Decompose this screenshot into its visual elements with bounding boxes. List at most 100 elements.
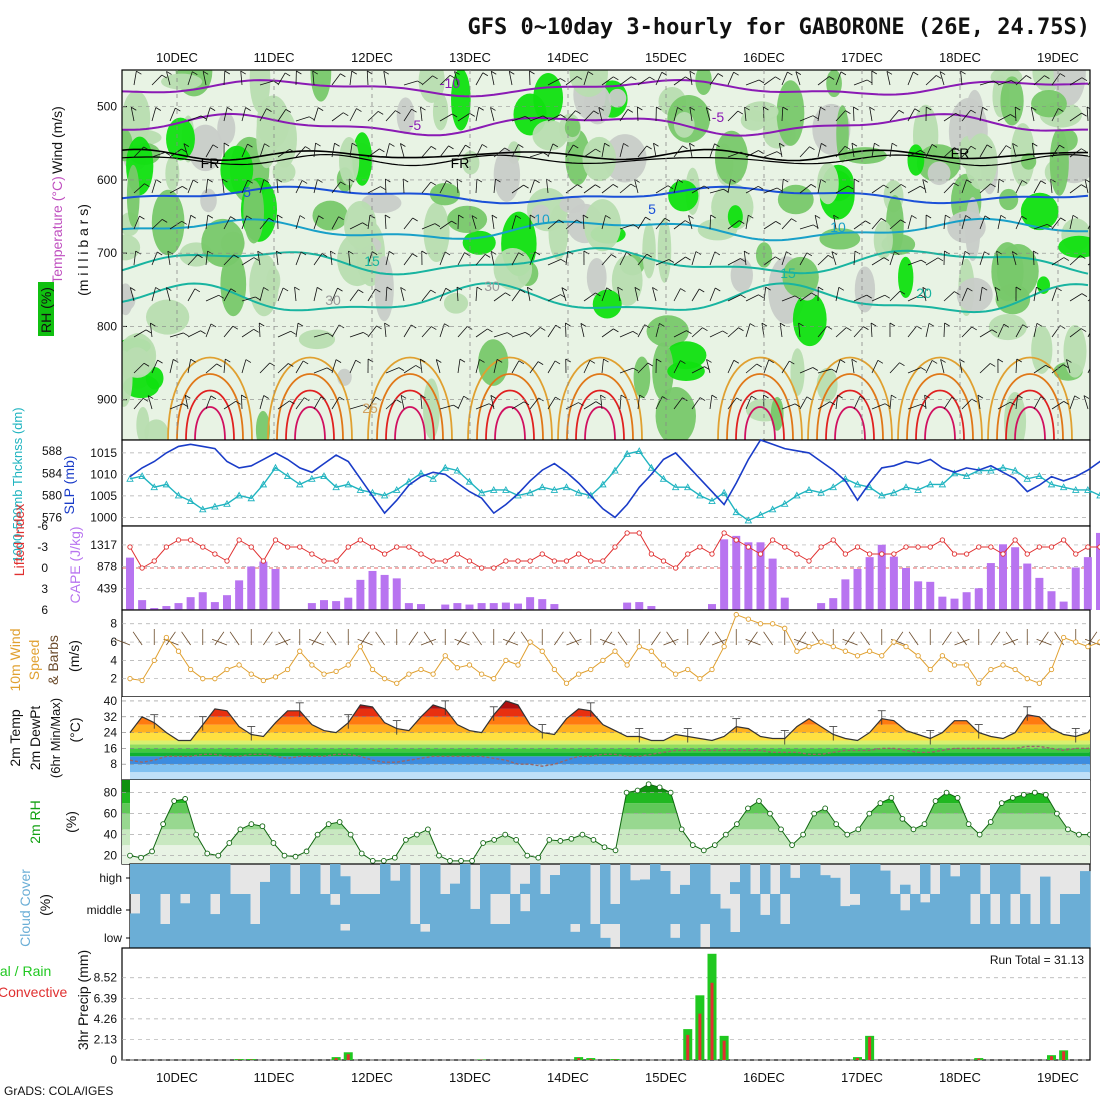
wind-barb bbox=[925, 323, 930, 338]
wind-barb-flag bbox=[167, 250, 174, 255]
wind-barb-flag bbox=[740, 258, 746, 262]
wind-speed-point bbox=[212, 676, 218, 682]
cloud-cell bbox=[1010, 924, 1021, 948]
wind-barb bbox=[569, 631, 579, 646]
wind-barb-flag bbox=[1080, 255, 1086, 259]
wind-barb-flag bbox=[576, 76, 583, 80]
wind-barb bbox=[511, 332, 526, 338]
wind-barb bbox=[925, 257, 939, 266]
wind-speed-point bbox=[551, 666, 558, 673]
wind-barb bbox=[454, 638, 470, 646]
wind-barb-flag bbox=[894, 251, 900, 256]
wind-barb-flag bbox=[1095, 217, 1100, 220]
cloud-cell bbox=[1020, 924, 1031, 948]
wind-label-a: 10m Wind bbox=[7, 628, 23, 691]
rh-patch bbox=[1031, 90, 1067, 118]
wind-barb bbox=[367, 186, 381, 194]
li-point bbox=[769, 537, 776, 543]
precip-label-a: tal / Rain bbox=[0, 963, 51, 979]
li-point bbox=[660, 558, 667, 564]
contour-label: 15 bbox=[780, 265, 796, 281]
cape-bar bbox=[465, 604, 474, 610]
wind-barb bbox=[313, 107, 319, 122]
rh-patch bbox=[122, 350, 133, 407]
thickness-point bbox=[477, 488, 486, 496]
wind-barb bbox=[908, 631, 919, 646]
cape-bar bbox=[744, 542, 753, 610]
rh-patch bbox=[592, 289, 622, 319]
wind-barb-flag bbox=[202, 70, 209, 75]
cloud-cell bbox=[150, 894, 161, 924]
cloud-level-low: low bbox=[104, 931, 122, 945]
li-point bbox=[357, 537, 364, 543]
wind-barb bbox=[870, 323, 873, 338]
wind-barb-flag bbox=[282, 287, 289, 292]
wind-barb-flag bbox=[400, 394, 407, 399]
warm-contour bbox=[185, 389, 235, 440]
wind-barb bbox=[133, 146, 145, 158]
cape-bar bbox=[550, 604, 559, 610]
li-point bbox=[1000, 551, 1006, 557]
wind-barb bbox=[673, 360, 681, 374]
li-point bbox=[127, 544, 133, 550]
cloud-cell bbox=[880, 924, 891, 948]
wind-barb bbox=[835, 146, 846, 158]
wind-barb bbox=[129, 287, 135, 302]
credit: GrADS: COLA/IGES bbox=[4, 1084, 113, 1098]
rh-patch bbox=[1058, 235, 1090, 258]
wind-barb-flag bbox=[415, 365, 421, 369]
wind-barb bbox=[709, 287, 716, 302]
wind-barb bbox=[1051, 108, 1059, 122]
cloud-cell-partial bbox=[1040, 876, 1051, 894]
rh-patch bbox=[451, 70, 471, 131]
li-point bbox=[321, 558, 327, 564]
rh-point bbox=[943, 789, 950, 796]
wind-barb-flag bbox=[465, 144, 471, 149]
li-point bbox=[782, 544, 788, 550]
thickness-point bbox=[295, 480, 304, 488]
wind-barb-flag bbox=[851, 358, 858, 363]
pressure-tick-label: 800 bbox=[97, 319, 117, 333]
wind-barb bbox=[922, 287, 927, 302]
wind-barb bbox=[295, 251, 302, 266]
wind-speed-point bbox=[515, 662, 521, 668]
wind-barb-flag bbox=[449, 74, 456, 79]
wind-barb bbox=[547, 325, 556, 338]
cloud-cell bbox=[440, 894, 451, 924]
contour-label: 10 bbox=[534, 211, 550, 227]
cloud-cell bbox=[450, 924, 461, 948]
rh-patch bbox=[144, 419, 169, 440]
wind-barb-flag bbox=[826, 325, 833, 330]
wind-barb bbox=[456, 179, 459, 194]
cape-bar bbox=[1071, 567, 1080, 610]
li-point bbox=[575, 551, 582, 557]
wind-barb-flag bbox=[212, 144, 219, 149]
wind-barb-flag bbox=[376, 325, 382, 330]
wind-barb-flag bbox=[639, 394, 645, 399]
warm-contour bbox=[816, 373, 884, 440]
wind-speed-point bbox=[466, 662, 473, 668]
cloud-cell bbox=[850, 924, 861, 948]
li-point bbox=[139, 565, 145, 571]
rh-patch bbox=[668, 180, 699, 212]
wind-barb-flag bbox=[197, 254, 203, 259]
rh-tick-label: 40 bbox=[104, 828, 118, 842]
wind-speed-point bbox=[1012, 666, 1018, 673]
wind-barb bbox=[1033, 396, 1042, 410]
wind-barb-flag bbox=[954, 291, 960, 295]
cloud-cell bbox=[1020, 894, 1031, 924]
cloud-cell bbox=[170, 864, 181, 894]
wind-barb-flag bbox=[523, 184, 529, 189]
wind-barb-flag bbox=[661, 71, 668, 76]
warm-contour bbox=[1014, 406, 1046, 440]
wind-speed-point bbox=[309, 662, 315, 668]
li-point bbox=[466, 558, 473, 564]
temp-tick-label: 8 bbox=[110, 757, 117, 771]
wind-barb bbox=[187, 330, 201, 338]
wind-barb-flag bbox=[145, 329, 152, 334]
wind-barb-flag bbox=[190, 358, 196, 363]
cloud-cell bbox=[820, 894, 831, 924]
wind-barb-flag bbox=[1080, 328, 1087, 332]
wind-barb bbox=[331, 112, 344, 122]
contour-minus-5 bbox=[122, 112, 1088, 137]
